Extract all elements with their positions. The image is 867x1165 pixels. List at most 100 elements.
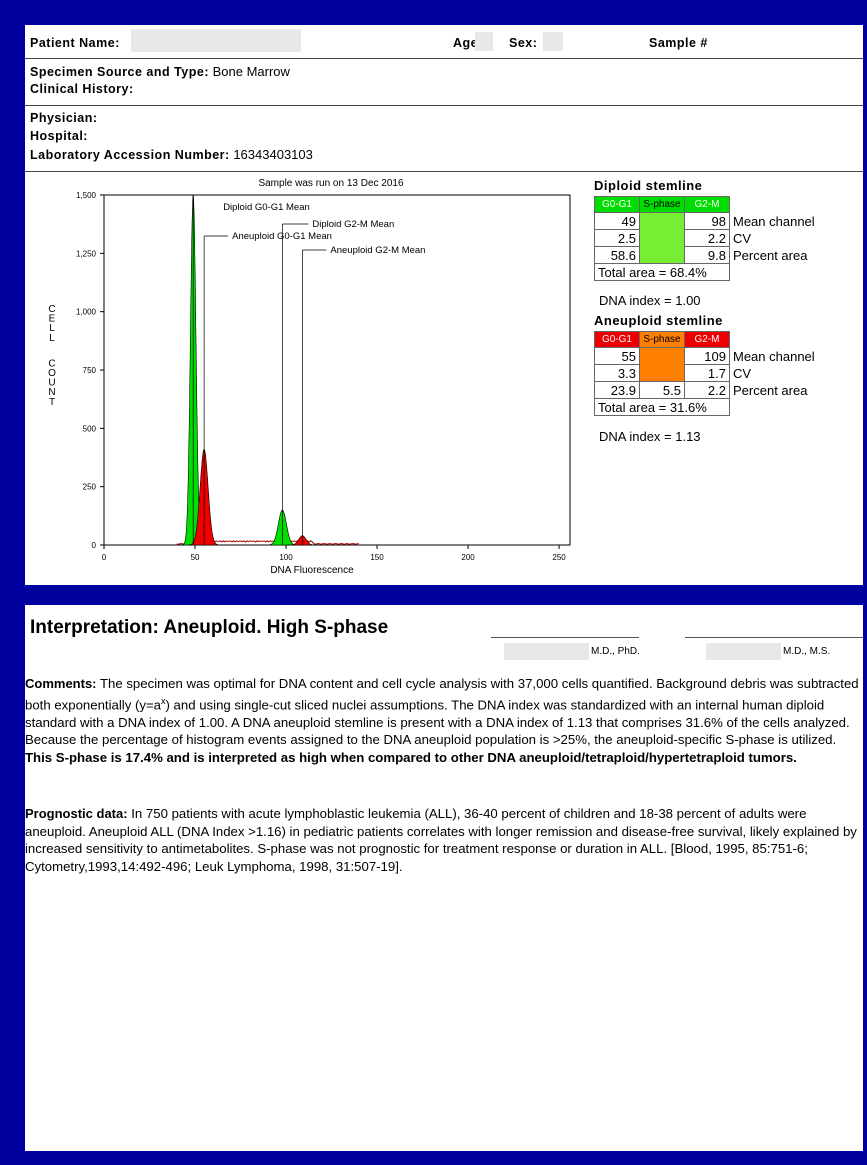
age-redacted bbox=[475, 32, 493, 51]
diploid-dna-index: DNA index = 1.00 bbox=[599, 293, 701, 308]
comments-sup: x bbox=[161, 695, 166, 706]
aneuploid-mean-g0: 55 bbox=[594, 347, 640, 365]
x-tick-label: 150 bbox=[370, 553, 384, 562]
signature-name-2-redacted bbox=[706, 643, 781, 660]
aneuploid-area-g0: 23.9 bbox=[594, 381, 640, 399]
aneuploid-cv-g2: 1.7 bbox=[684, 364, 730, 382]
specimen-value: Bone Marrow bbox=[212, 64, 290, 79]
aneuploid-title: Aneuploid stemline bbox=[594, 313, 723, 328]
patient-row: Patient Name: Age: Sex: Sample # bbox=[25, 25, 863, 59]
aneuploid-header-s: S-phase bbox=[639, 331, 685, 348]
physician-row: Physician: Hospital: Laboratory Accessio… bbox=[25, 106, 863, 172]
diploid-header-g0: G0-G1 bbox=[594, 196, 640, 213]
specimen-row: Specimen Source and Type: Bone Marrow Cl… bbox=[25, 59, 863, 106]
signature-title-2: M.D., M.S. bbox=[783, 646, 831, 657]
diploid-title: Diploid stemline bbox=[594, 178, 703, 193]
aneuploid-header-g0: G0-G1 bbox=[594, 331, 640, 348]
x-tick-label: 200 bbox=[461, 553, 475, 562]
diploid-row-label: Mean channel bbox=[733, 213, 815, 229]
comments-text-2: ) and using single-cut sliced nuclei ass… bbox=[25, 696, 850, 748]
y-axis-label-char: N bbox=[48, 387, 55, 398]
prognostic-paragraph: Prognostic data: In 750 patients with ac… bbox=[25, 805, 861, 875]
diploid-area-g0: 58.6 bbox=[594, 246, 640, 264]
diploid-area-g2: 9.8 bbox=[684, 246, 730, 264]
aneuploid-header-g2: G2-M bbox=[684, 331, 730, 348]
sample-label: Sample # bbox=[649, 36, 708, 50]
aneuploid-area-s: 5.5 bbox=[639, 381, 685, 399]
interpretation-title: Interpretation: Aneuploid. High S-phase bbox=[30, 617, 389, 638]
diploid-row-label: Percent area bbox=[733, 247, 808, 263]
y-tick-label: 250 bbox=[83, 483, 97, 492]
comments-bold: This S-phase is 17.4% and is interpreted… bbox=[25, 749, 797, 765]
diploid-sphase-cell bbox=[639, 212, 685, 264]
sex-redacted bbox=[543, 32, 563, 51]
chart-title: Sample was run on 13 Dec 2016 bbox=[258, 178, 404, 189]
annotation-label: Aneuploid G2-M Mean bbox=[330, 245, 425, 256]
x-axis-label: DNA Fluorescence bbox=[270, 565, 354, 576]
aneuploid-row-label: Percent area bbox=[733, 382, 808, 398]
aneuploid-row-label: Mean channel bbox=[733, 348, 815, 364]
y-tick-label: 750 bbox=[83, 366, 97, 375]
comments-text-1: The specimen was optimal for DNA content… bbox=[25, 676, 859, 712]
x-tick-label: 50 bbox=[191, 553, 200, 562]
x-tick-label: 100 bbox=[279, 553, 293, 562]
hospital-label: Hospital: bbox=[30, 129, 88, 143]
clinical-history-label: Clinical History: bbox=[30, 82, 134, 96]
dna-histogram: 0 250 500 750 1,000 1,250 1,500 0 50 100 150 200 250… bbox=[48, 178, 571, 576]
y-axis-label-char: L bbox=[49, 323, 55, 334]
y-axis-label-char: U bbox=[48, 378, 55, 389]
signature-line-1 bbox=[491, 637, 639, 638]
y-axis-label-char: L bbox=[49, 333, 55, 344]
physician-label: Physician: bbox=[30, 111, 98, 125]
signature-title-1: M.D., PhD. bbox=[591, 646, 640, 657]
y-axis-label-char: E bbox=[49, 314, 56, 325]
y-axis-label-char: C bbox=[48, 304, 55, 315]
accession-line: Laboratory Accession Number: 16343403103 bbox=[30, 147, 313, 162]
report-bottom-panel: Interpretation: Aneuploid. High S-phase … bbox=[25, 605, 863, 1151]
diploid-total-area: Total area = 68.4% bbox=[594, 263, 730, 281]
annotation-label: Diploid G2-M Mean bbox=[312, 219, 394, 230]
aneuploid-mean-g2: 109 bbox=[684, 347, 730, 365]
annotation-label: Aneuploid G0-G1 Mean bbox=[232, 231, 332, 242]
diploid-cv-g0: 2.5 bbox=[594, 229, 640, 247]
diploid-mean-g0: 49 bbox=[594, 212, 640, 230]
comments-paragraph: Comments: The specimen was optimal for D… bbox=[25, 675, 861, 766]
diploid-mean-g2: 98 bbox=[684, 212, 730, 230]
diploid-header-s: S-phase bbox=[639, 196, 685, 213]
y-axis-label-char: O bbox=[48, 368, 56, 379]
sex-label: Sex: bbox=[509, 36, 538, 50]
aneuploid-table: G0-G1 S-phase G2-M 55 109 Mean channel 3… bbox=[594, 331, 837, 416]
signature-name-1-redacted bbox=[504, 643, 589, 660]
aneuploid-cv-g0: 3.3 bbox=[594, 364, 640, 382]
signature-line-2 bbox=[685, 637, 863, 638]
diploid-header-g2: G2-M bbox=[684, 196, 730, 213]
aneuploid-dna-index: DNA index = 1.13 bbox=[599, 429, 701, 444]
y-tick-label: 0 bbox=[92, 541, 97, 550]
age-label: Age: bbox=[453, 36, 483, 50]
aneuploid-row-label: CV bbox=[733, 365, 752, 381]
aneuploid-sphase-cell bbox=[639, 347, 685, 382]
y-axis-label-char: T bbox=[49, 397, 55, 408]
accession-label: Laboratory Accession Number: bbox=[30, 148, 230, 162]
specimen-label: Specimen Source and Type: bbox=[30, 65, 209, 79]
diploid-cv-g2: 2.2 bbox=[684, 229, 730, 247]
y-axis-label-char: C bbox=[48, 358, 55, 369]
x-tick-label: 250 bbox=[552, 553, 566, 562]
y-tick-label: 1,500 bbox=[76, 191, 97, 200]
report-top-panel: Patient Name: Age: Sex: Sample # Specime… bbox=[25, 25, 863, 585]
patient-name-label: Patient Name: bbox=[30, 36, 120, 50]
y-tick-label: 1,000 bbox=[76, 308, 97, 317]
patient-name-redacted bbox=[131, 29, 301, 52]
prognostic-text: In 750 patients with acute lymphoblastic… bbox=[25, 806, 857, 874]
prognostic-label: Prognostic data: bbox=[25, 806, 128, 821]
diploid-row-label: CV bbox=[733, 230, 752, 246]
aneuploid-total-area: Total area = 31.6% bbox=[594, 398, 730, 416]
diploid-table: G0-G1 S-phase G2-M 49 98 Mean channel 2.… bbox=[594, 196, 837, 281]
specimen-line: Specimen Source and Type: Bone Marrow bbox=[30, 64, 290, 79]
y-tick-label: 500 bbox=[83, 424, 97, 433]
comments-label: Comments: bbox=[25, 676, 97, 691]
annotation-label: Diploid G0-G1 Mean bbox=[223, 202, 310, 213]
accession-value: 16343403103 bbox=[233, 147, 313, 162]
aneuploid-area-g2: 2.2 bbox=[684, 381, 730, 399]
y-tick-label: 1,250 bbox=[76, 249, 97, 258]
